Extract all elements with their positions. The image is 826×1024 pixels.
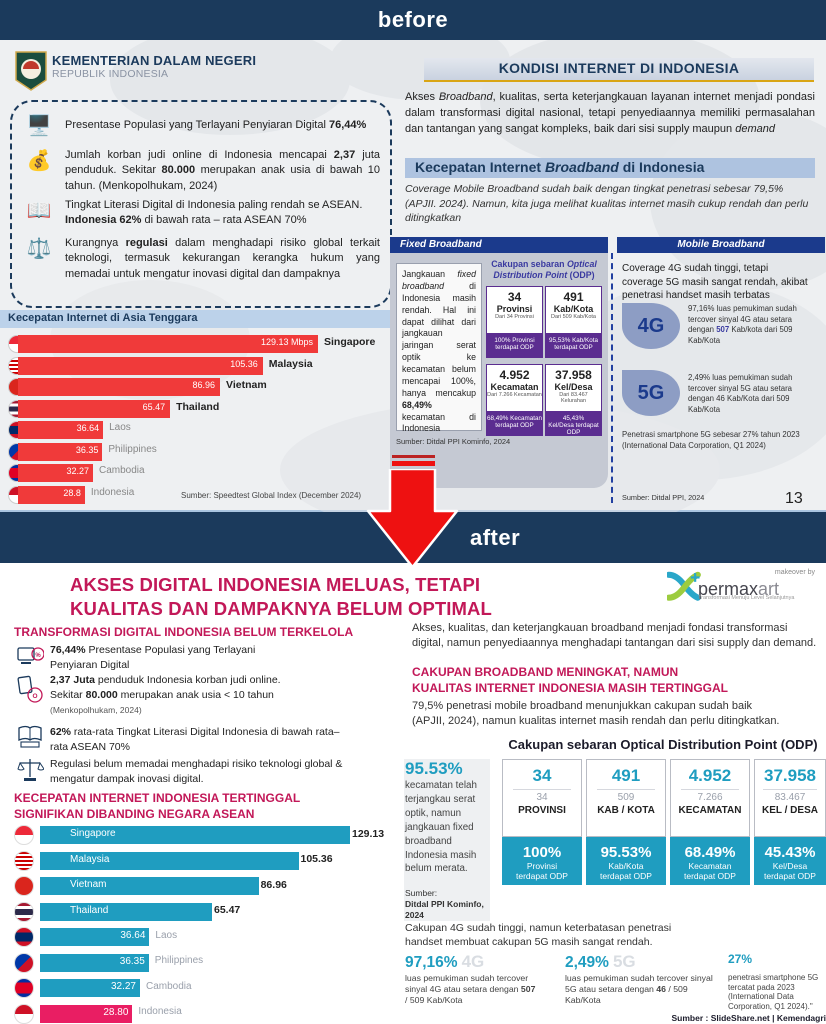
svg-text:%: % (35, 653, 41, 659)
svg-text:O: O (32, 693, 37, 700)
